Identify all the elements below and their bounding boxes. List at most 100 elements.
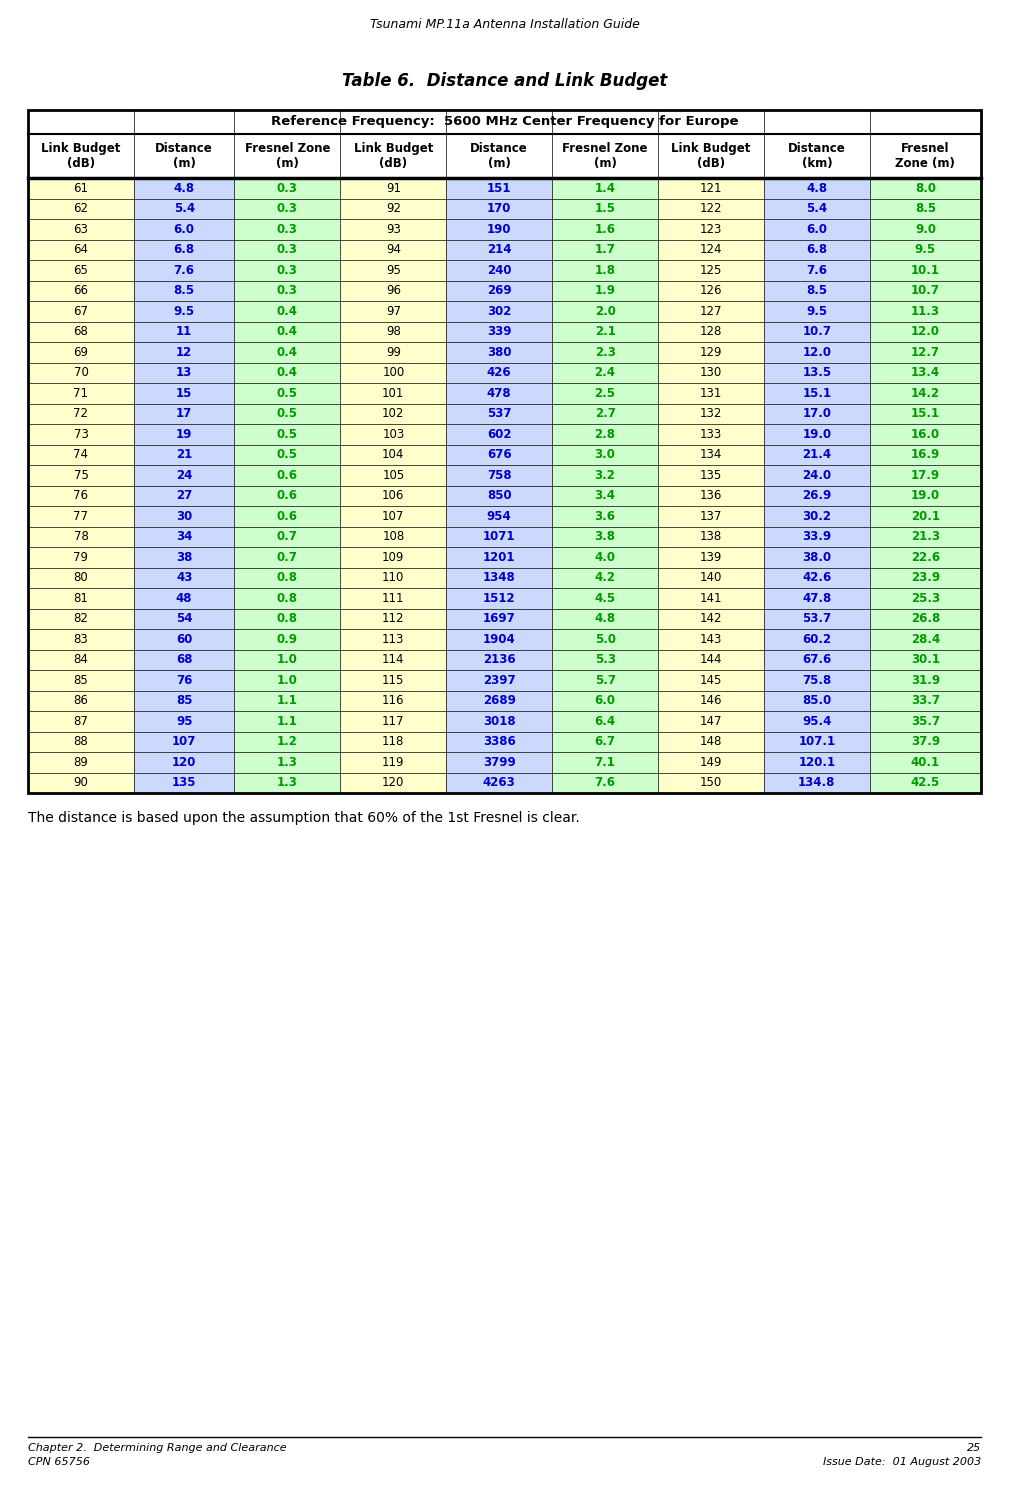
Text: 107.1: 107.1 (798, 735, 835, 748)
Text: 1.9: 1.9 (594, 284, 615, 297)
Text: 3.2: 3.2 (594, 468, 615, 482)
Text: 2.3: 2.3 (594, 346, 615, 358)
Text: 30: 30 (176, 510, 193, 523)
Bar (134, 690, 234, 711)
Text: 0.3: 0.3 (277, 223, 298, 236)
Bar (870, 587, 981, 608)
Bar (658, 219, 764, 239)
Text: 27: 27 (176, 489, 193, 503)
Text: 143: 143 (700, 633, 722, 645)
Text: 104: 104 (382, 448, 405, 461)
Text: 80: 80 (74, 571, 89, 584)
Text: 63: 63 (74, 223, 89, 236)
Bar (446, 445, 552, 465)
Text: 7.6: 7.6 (174, 263, 195, 277)
Bar (764, 587, 870, 608)
Bar (28, 587, 134, 608)
Bar (552, 526, 658, 547)
Text: 1.3: 1.3 (277, 776, 298, 790)
Text: 3018: 3018 (483, 715, 516, 727)
Bar (764, 671, 870, 690)
Text: 0.7: 0.7 (277, 531, 298, 543)
Bar (764, 219, 870, 239)
Bar (340, 671, 446, 690)
Bar (234, 342, 340, 363)
Text: 112: 112 (382, 613, 405, 625)
Text: 1.1: 1.1 (277, 694, 298, 708)
Text: Distance
(m): Distance (m) (155, 141, 213, 170)
Bar (658, 300, 764, 321)
Bar (870, 485, 981, 506)
Bar (658, 465, 764, 485)
Text: 87: 87 (74, 715, 89, 727)
Text: 42.5: 42.5 (911, 776, 940, 790)
Bar (552, 321, 658, 342)
Bar (446, 219, 552, 239)
Text: 3.0: 3.0 (594, 448, 615, 461)
Bar (870, 178, 981, 198)
Bar (340, 281, 446, 300)
Bar (764, 547, 870, 568)
Text: 190: 190 (487, 223, 512, 236)
Text: 132: 132 (700, 407, 722, 421)
Text: 84: 84 (74, 653, 89, 666)
Text: 0.5: 0.5 (276, 407, 298, 421)
Text: 130: 130 (700, 366, 722, 379)
Bar (446, 342, 552, 363)
Bar (764, 403, 870, 424)
Text: 19: 19 (176, 428, 193, 440)
Bar (764, 321, 870, 342)
Bar (870, 650, 981, 671)
Bar (764, 568, 870, 587)
Bar (340, 506, 446, 526)
Text: 122: 122 (699, 202, 722, 216)
Bar (134, 178, 234, 198)
Text: Issue Date:  01 August 2003: Issue Date: 01 August 2003 (822, 1457, 981, 1468)
Text: 26.8: 26.8 (911, 613, 940, 625)
Text: 65: 65 (74, 263, 89, 277)
Bar (28, 465, 134, 485)
Bar (340, 342, 446, 363)
Text: 21.4: 21.4 (802, 448, 831, 461)
Bar (234, 773, 340, 793)
Bar (764, 281, 870, 300)
Text: 1.5: 1.5 (594, 202, 615, 216)
Bar (764, 485, 870, 506)
Bar (552, 773, 658, 793)
Text: 113: 113 (382, 633, 405, 645)
Bar (234, 403, 340, 424)
Bar (870, 260, 981, 281)
Bar (28, 384, 134, 403)
Bar (870, 445, 981, 465)
Text: 2.4: 2.4 (594, 366, 615, 379)
Text: 126: 126 (699, 284, 722, 297)
Text: 0.3: 0.3 (277, 181, 298, 195)
Bar (28, 178, 134, 198)
Text: 43: 43 (176, 571, 193, 584)
Text: 79: 79 (74, 550, 89, 564)
Bar (234, 732, 340, 752)
Text: 1512: 1512 (483, 592, 516, 605)
Text: 96: 96 (385, 284, 401, 297)
Text: 116: 116 (382, 694, 405, 708)
Bar (28, 650, 134, 671)
Bar (658, 403, 764, 424)
Bar (446, 403, 552, 424)
Text: 0.5: 0.5 (276, 448, 298, 461)
Text: 109: 109 (382, 550, 405, 564)
Text: 26.9: 26.9 (802, 489, 831, 503)
Text: 7.6: 7.6 (594, 776, 615, 790)
Bar (870, 547, 981, 568)
Text: 11.3: 11.3 (911, 305, 940, 318)
Bar (658, 608, 764, 629)
Text: 147: 147 (699, 715, 722, 727)
Bar (134, 403, 234, 424)
Text: 1904: 1904 (483, 633, 516, 645)
Text: CPN 65756: CPN 65756 (28, 1457, 90, 1468)
Bar (658, 526, 764, 547)
Text: 70: 70 (74, 366, 89, 379)
Bar (446, 281, 552, 300)
Bar (340, 526, 446, 547)
Bar (234, 671, 340, 690)
Bar (134, 587, 234, 608)
